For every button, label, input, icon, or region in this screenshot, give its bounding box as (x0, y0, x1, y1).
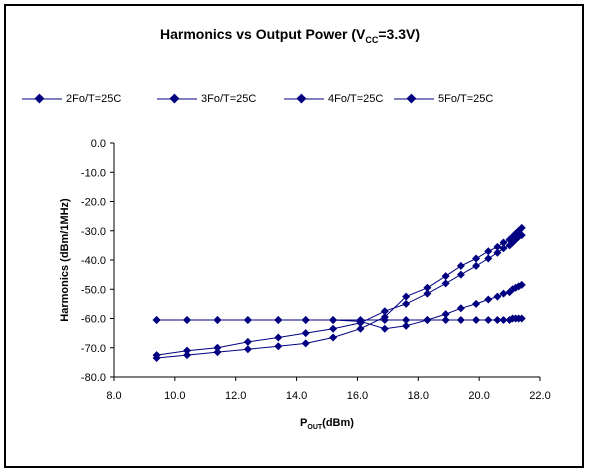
data-point-5fo (493, 292, 502, 301)
x-tick-label: 8.0 (106, 390, 121, 402)
y-tick-label: -60.0 (81, 314, 106, 326)
data-point-3fo (301, 329, 310, 338)
data-point-4fo (484, 315, 493, 324)
series-line-2fo (156, 227, 523, 359)
data-point-2fo (484, 247, 493, 256)
data-point-4fo (402, 315, 411, 324)
data-point-5fo (356, 317, 365, 326)
data-point-5fo (301, 315, 310, 324)
data-point-3fo (243, 337, 252, 346)
y-tick-label: -50.0 (81, 284, 106, 296)
chart-title-subscript: CC (365, 34, 379, 45)
legend-label-3fo: 3Fo/T=25C (201, 93, 257, 105)
data-point-3fo (441, 279, 450, 288)
data-point-5fo (183, 315, 192, 324)
y-tick-label: -30.0 (81, 226, 106, 238)
data-point-4fo (472, 315, 481, 324)
data-point-3fo (380, 307, 389, 316)
x-tick-label: 22.0 (529, 390, 550, 402)
data-point-2fo (301, 339, 310, 348)
series-line-5fo (156, 284, 522, 330)
data-point-4fo (456, 315, 465, 324)
data-point-3fo (213, 343, 222, 352)
data-point-5fo (402, 321, 411, 330)
data-point-5fo (213, 315, 222, 324)
data-point-2fo (402, 292, 411, 301)
data-point-2fo (183, 351, 192, 360)
data-point-2fo (274, 342, 283, 351)
chart-title-end: =3.3V) (378, 26, 420, 42)
x-tick-label: 14.0 (286, 390, 307, 402)
data-point-5fo (517, 280, 526, 289)
data-point-2fo (423, 283, 432, 292)
data-point-5fo (152, 315, 161, 324)
y-tick-label: -20.0 (81, 197, 106, 209)
data-point-5fo (472, 299, 481, 308)
x-tick-label: 12.0 (225, 390, 246, 402)
legend-label-2fo: 2Fo/T=25C (66, 93, 122, 105)
data-point-3fo (484, 254, 493, 263)
data-point-4fo (493, 315, 502, 324)
x-tick-label: 18.0 (408, 390, 429, 402)
data-point-2fo (472, 254, 481, 263)
legend-label-4fo: 4Fo/T=25C (328, 93, 384, 105)
data-point-4fo (380, 315, 389, 324)
legend-marker-2fo (22, 93, 62, 104)
data-point-2fo (456, 261, 465, 270)
data-point-2fo (243, 345, 252, 354)
data-point-4fo (517, 314, 526, 323)
data-point-3fo (274, 333, 283, 342)
data-point-2fo (329, 333, 338, 342)
data-point-2fo (517, 223, 526, 232)
data-point-5fo (499, 289, 508, 298)
y-tick-label: -70.0 (81, 343, 106, 355)
data-point-2fo (213, 348, 222, 357)
y-tick-label: -40.0 (81, 255, 106, 267)
data-point-5fo (243, 315, 252, 324)
data-point-3fo (152, 351, 161, 360)
y-tick-label: -80.0 (81, 372, 106, 384)
data-point-3fo (493, 248, 502, 257)
x-tick-label: 20.0 (468, 390, 489, 402)
legend-marker-5fo (394, 93, 434, 104)
data-point-5fo (484, 295, 493, 304)
x-tick-label: 10.0 (164, 390, 185, 402)
data-point-3fo (456, 270, 465, 279)
data-point-3fo (499, 244, 508, 253)
chart-frame (4, 4, 584, 468)
legend-marker-4fo (284, 93, 324, 104)
chart-title-main: Harmonics vs Output Power (V (159, 26, 366, 42)
data-point-3fo (423, 289, 432, 298)
data-point-5fo (423, 315, 432, 324)
legend-marker-3fo (157, 93, 197, 104)
x-tick-label: 16.0 (347, 390, 368, 402)
data-point-2fo (441, 272, 450, 281)
data-point-4fo (499, 315, 508, 324)
data-point-5fo (329, 315, 338, 324)
y-tick-label: -10.0 (81, 167, 106, 179)
data-point-5fo (274, 315, 283, 324)
x-axis-label: POUT(dBm) (300, 417, 354, 431)
data-point-5fo (441, 310, 450, 319)
data-point-4fo (441, 315, 450, 324)
data-point-2fo (499, 238, 508, 247)
data-point-2fo (356, 324, 365, 333)
legend-label-5fo: 5Fo/T=25C (438, 93, 494, 105)
data-point-3fo (472, 261, 481, 270)
data-point-3fo (402, 299, 411, 308)
chart-title: Harmonics vs Output Power (VCC=3.3V) (0, 26, 580, 45)
data-point-5fo (456, 304, 465, 313)
data-point-3fo (517, 231, 526, 240)
data-point-5fo (380, 324, 389, 333)
y-tick-label: 0.0 (91, 138, 106, 150)
data-point-2fo (493, 242, 502, 251)
data-point-3fo (183, 346, 192, 355)
y-axis-label: Harmonics (dBm/1MHz) (59, 198, 71, 322)
data-point-3fo (329, 324, 338, 333)
series-line-3fo (156, 234, 522, 356)
